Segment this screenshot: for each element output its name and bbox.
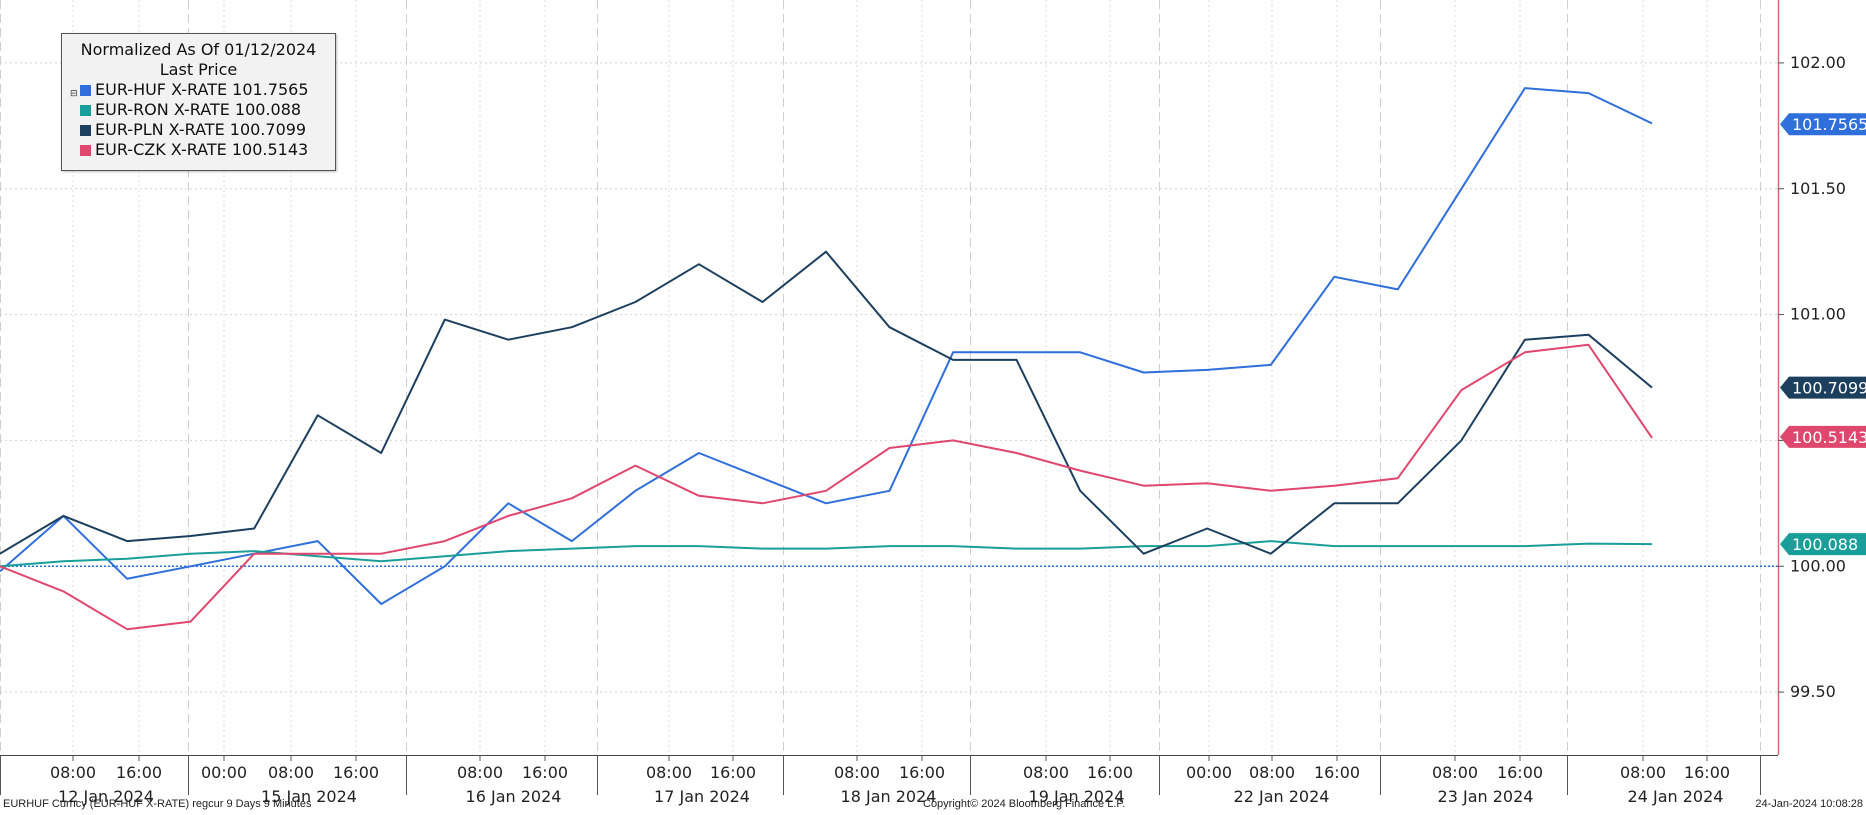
legend-item-eur-ron: EUR-RON X-RATE 100.088 [80,100,301,120]
x-day-label: 19 Jan 2024 [1029,787,1125,806]
footer-source: EURHUF Curncy (EUR-HUF X-RATE) regcur 9 … [3,798,312,810]
last-value-label: 100.5143 [1792,428,1866,447]
x-tick-label: 00:00 [1186,763,1232,782]
x-tick-label: 08:00 [1432,763,1478,782]
x-tick-label: 16:00 [1684,763,1730,782]
last-value-tag [1780,425,1866,448]
x-day-label: 16 Jan 2024 [466,787,562,806]
x-tick-label: 00:00 [201,763,247,782]
legend-label-eur-pln: EUR-PLN X-RATE 100.7099 [95,120,307,139]
footer-copyright: Copyright© 2024 Bloomberg Finance L.P. [923,798,1126,810]
x-tick-label: 16:00 [710,763,756,782]
footer-timestamp: 24-Jan-2024 10:08:28 [1755,798,1863,810]
x-tick-label: 08:00 [457,763,503,782]
last-value-tag [1780,376,1866,399]
y-tick-label: 102.00 [1790,53,1846,72]
last-value-tag [1780,113,1866,136]
x-tick-label: 08:00 [268,763,314,782]
y-tick-label: 101.50 [1790,179,1846,198]
legend-label-eur-czk: EUR-CZK X-RATE 100.5143 [95,140,309,159]
x-day-label: 12 Jan 2024 [58,787,154,806]
x-tick-label: 16:00 [1314,763,1360,782]
y-tick-label: 101.00 [1790,305,1846,324]
legend-item-eur-pln: EUR-PLN X-RATE 100.7099 [80,120,306,140]
x-tick-label: 16:00 [899,763,945,782]
legend-swatch-eur-pln [80,125,91,136]
x-tick-label: 16:00 [522,763,568,782]
last-value-tag [1780,533,1866,556]
x-day-label: 22 Jan 2024 [1234,787,1330,806]
series-line-eur-ron-x-rate [0,540,1653,568]
x-tick-label: 08:00 [1249,763,1295,782]
last-value-label: 100.7099 [1792,379,1866,398]
legend-swatch-eur-czk [80,145,91,156]
legend-label-eur-ron: EUR-RON X-RATE 100.088 [95,100,302,119]
legend-item-eur-huf: EUR-HUF X-RATE 101.7565 [80,80,309,100]
series-line-eur-pln-x-rate [0,250,1653,555]
series-line-eur-huf-x-rate [0,87,1653,605]
last-value-label: 101.7565 [1792,115,1866,134]
x-tick-label: 16:00 [1087,763,1133,782]
legend-label-eur-huf: EUR-HUF X-RATE 101.7565 [95,80,309,99]
legend-collapse-icon[interactable]: ⊟ [70,89,78,99]
y-tick-label: 99.50 [1790,682,1836,701]
legend-title: Normalized As Of 01/12/2024 [80,40,317,59]
x-tick-label: 08:00 [50,763,96,782]
x-tick-label: 16:00 [1497,763,1543,782]
x-day-label: 15 Jan 2024 [261,787,357,806]
last-value-label: 100.088 [1792,535,1858,554]
series-line-eur-czk-x-rate [0,343,1653,631]
x-tick-label: 16:00 [116,763,162,782]
x-day-label: 23 Jan 2024 [1438,787,1534,806]
x-tick-label: 08:00 [834,763,880,782]
x-tick-label: 08:00 [1023,763,1069,782]
x-day-label: 17 Jan 2024 [654,787,750,806]
y-tick-label: 100.00 [1790,556,1846,575]
legend-subtitle: Last Price [159,60,238,79]
x-tick-label: 08:00 [1620,763,1666,782]
x-day-label: 24 Jan 2024 [1628,787,1724,806]
legend-swatch-eur-huf [80,85,91,96]
legend-item-eur-czk: EUR-CZK X-RATE 100.5143 [80,140,308,160]
x-tick-label: 08:00 [646,763,692,782]
x-day-label: 18 Jan 2024 [841,787,937,806]
x-tick-label: 16:00 [333,763,379,782]
legend-swatch-eur-ron [80,105,91,116]
chart-legend: Normalized As Of 01/12/2024 Last Price ⊟… [61,33,336,171]
